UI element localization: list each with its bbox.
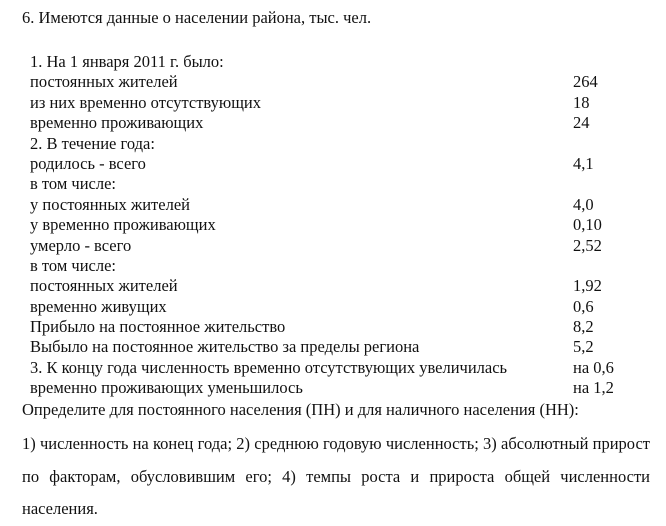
row-label: временно проживающих <box>30 113 204 133</box>
problem-title: 6. Имеются данные о населении района, ты… <box>22 8 372 27</box>
row-value: 8,2 <box>573 317 594 337</box>
row-label: 1. На 1 января 2011 г. было: <box>30 52 224 71</box>
table-row: постоянных жителей 1,92 <box>30 276 650 296</box>
row-value: 264 <box>573 72 598 92</box>
row-value: 18 <box>573 92 590 112</box>
row-label: из них временно отсутствующих <box>30 92 262 112</box>
row-value: на 0,6 <box>573 357 614 377</box>
table-row: у временно проживающих 0,10 <box>30 215 650 235</box>
row-value: 0,10 <box>573 215 602 235</box>
row-label: у постоянных жителей <box>30 194 190 214</box>
row-label: в том числе: <box>30 255 117 275</box>
row-value: 0,6 <box>573 296 594 316</box>
table-row: 3. К концу года численность временно отс… <box>30 358 650 378</box>
table-row: 1. На 1 января 2011 г. было: <box>30 52 650 72</box>
table-row: у постоянных жителей 4,0 <box>30 195 650 215</box>
row-value: 2,52 <box>573 235 602 255</box>
table-row: 2. В течение года: <box>30 134 650 154</box>
row-label: Прибыло на постоянное жительство <box>30 317 286 337</box>
row-label: умерло - всего <box>30 235 132 255</box>
questions-paragraph: 1) численность на конец года; 2) среднюю… <box>22 434 650 518</box>
row-value: 5,2 <box>573 337 594 357</box>
table-row: постоянных жителей 264 <box>30 72 650 92</box>
table-row: родилось - всего 4,1 <box>30 154 650 174</box>
row-label: постоянных жителей <box>30 72 178 92</box>
row-value: 24 <box>573 113 590 133</box>
table-row: умерло - всего 2,52 <box>30 236 650 256</box>
row-label: 2. В течение года: <box>30 133 155 153</box>
task-statement: Определите для постоянного населения (ПН… <box>22 400 579 419</box>
row-label: родилось - всего <box>30 153 146 173</box>
row-value: 4,0 <box>573 194 594 214</box>
row-label: постоянных жителей <box>30 276 178 296</box>
table-row: временно проживающих уменьшилось на 1,2 <box>30 378 650 398</box>
row-value: 1,92 <box>573 276 602 296</box>
table-row: Прибыло на постоянное жительство 8,2 <box>30 317 650 337</box>
table-row: в том числе: <box>30 174 650 194</box>
row-label: у временно проживающих <box>30 215 216 235</box>
row-value: на 1,2 <box>573 378 614 398</box>
table-row: временно проживающих 24 <box>30 113 650 133</box>
table-row: в том числе: <box>30 256 650 276</box>
row-label: 3. К концу года численность временно отс… <box>30 357 508 377</box>
row-value: 4,1 <box>573 153 594 173</box>
row-label: в том числе: <box>30 174 117 194</box>
row-label: Выбыло на постоянное жительство за преде… <box>30 337 420 357</box>
data-table: 1. На 1 января 2011 г. было: постоянных ж… <box>30 52 650 399</box>
table-row: временно живущих 0,6 <box>30 297 650 317</box>
table-row: из них временно отсутствующих 18 <box>30 93 650 113</box>
row-label: временно живущих <box>30 296 167 316</box>
row-label: временно проживающих уменьшилось <box>30 378 303 398</box>
table-row: Выбыло на постоянное жительство за преде… <box>30 337 650 357</box>
